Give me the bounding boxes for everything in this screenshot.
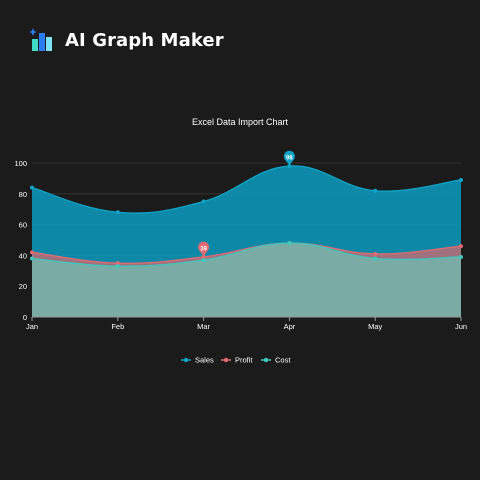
chart-title: Excel Data Import Chart xyxy=(192,117,289,127)
profit-point xyxy=(201,254,206,259)
sales-point xyxy=(373,188,378,193)
x-tick-label: Mar xyxy=(197,322,210,331)
cost-point xyxy=(287,241,292,246)
legend-label: Cost xyxy=(275,356,291,365)
y-tick-label: 20 xyxy=(19,282,27,291)
app-title: AI Graph Maker xyxy=(65,29,224,51)
y-tick-label: 40 xyxy=(19,251,27,260)
series-areas xyxy=(32,165,461,317)
y-tick-label: 0 xyxy=(23,313,27,322)
x-tick-label: Feb xyxy=(111,322,124,331)
sales-point xyxy=(287,164,292,169)
x-tick-label: May xyxy=(368,322,382,331)
brand: AI Graph Maker xyxy=(29,27,224,53)
y-tick-label: 100 xyxy=(14,159,27,168)
sales-point xyxy=(30,185,34,190)
x-tick-label: Apr xyxy=(284,322,296,331)
series-lines xyxy=(31,165,462,267)
cost-point xyxy=(201,258,206,263)
profit-point xyxy=(115,261,120,266)
profit-point xyxy=(30,250,34,255)
profit-point xyxy=(373,251,378,256)
legend-label: Sales xyxy=(195,356,214,365)
legend-label: Profit xyxy=(235,356,253,365)
profit-point xyxy=(459,244,463,249)
legend-swatch-dot xyxy=(183,357,189,363)
y-tick-label: 80 xyxy=(19,190,27,199)
cost-line xyxy=(31,242,462,267)
annotations: 98 39 xyxy=(198,150,295,256)
cost-point xyxy=(115,264,120,269)
cost-area xyxy=(32,243,461,317)
legend-swatch-dot xyxy=(263,357,269,363)
profit-value-marker: 39 xyxy=(198,241,210,256)
y-tick-label: 60 xyxy=(19,221,27,230)
sales-point xyxy=(459,177,463,182)
legend: Sales Profit Cost xyxy=(181,356,291,365)
marker-label: 39 xyxy=(200,246,207,252)
sales-line xyxy=(31,165,462,214)
marker-pin xyxy=(198,241,210,256)
marker-pin xyxy=(283,150,295,166)
cost-point xyxy=(373,256,378,261)
cost-point xyxy=(459,254,463,259)
data-points xyxy=(30,164,463,269)
sales-value-marker: 98 xyxy=(283,150,295,166)
sales-point xyxy=(201,199,206,204)
legend-item-sales: Sales xyxy=(181,356,214,365)
axes: 0 20 40 60 80 100 Jan Feb Mar Apr May Jun xyxy=(14,159,467,331)
legend-item-profit: Profit xyxy=(221,356,253,365)
marker-label: 98 xyxy=(286,156,293,162)
legend-swatch-dot xyxy=(223,357,229,363)
sales-point xyxy=(115,210,120,215)
legend-item-cost: Cost xyxy=(261,356,291,365)
x-tick-label: Jan xyxy=(26,322,38,331)
x-tick-label: Jun xyxy=(455,322,467,331)
profit-line xyxy=(31,242,462,264)
bar-chart-sparkle-icon xyxy=(29,28,52,51)
cost-point xyxy=(30,256,34,261)
